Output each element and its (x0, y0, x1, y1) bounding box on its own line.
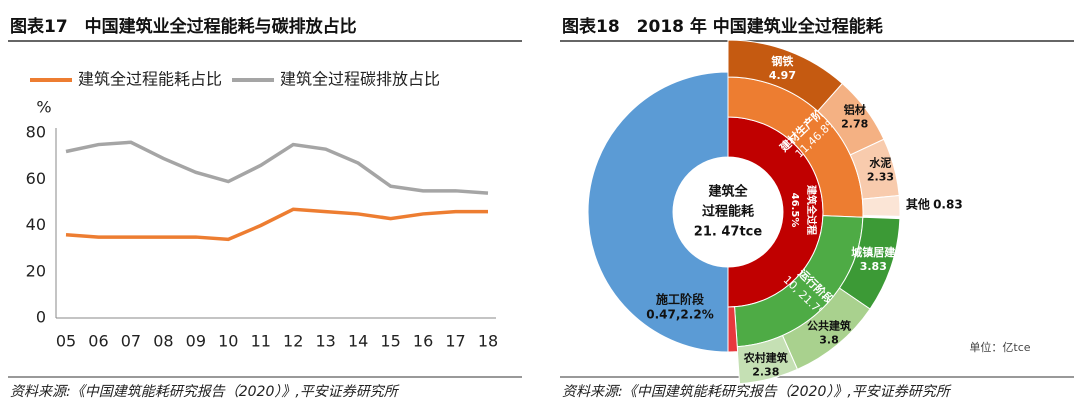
ring-label: 建筑全过程 (805, 184, 818, 235)
legend-label: 建筑全过程碳排放占比 (280, 70, 440, 89)
y-axis-label: % (36, 98, 51, 117)
item-value: 3.8 (819, 333, 839, 346)
x-tick-label: 06 (88, 332, 108, 351)
x-tick-label: 12 (283, 332, 303, 351)
x-tick-label: 10 (218, 332, 238, 351)
item-label: 其他 (906, 197, 930, 212)
x-tick-label: 05 (56, 332, 76, 351)
source: 资料来源:《中国建筑能耗研究报告（2020）》,平安证券研究所 (562, 384, 952, 400)
unit: 单位：亿tce (969, 340, 1030, 354)
center-label: 建筑全 (708, 184, 748, 200)
legend-label: 建筑全过程能耗占比 (78, 70, 222, 89)
item-value: 0.83 (933, 198, 963, 212)
x-tick-label: 17 (445, 332, 465, 351)
item-segment (861, 194, 901, 217)
x-tick-label: 09 (186, 332, 206, 351)
x-tick-label: 14 (348, 332, 368, 351)
y-tick-label: 40 (26, 215, 46, 234)
item-label: 水泥 (869, 155, 891, 169)
stage-segment (727, 306, 739, 353)
item-segment (736, 334, 799, 385)
x-tick-label: 08 (153, 332, 173, 351)
x-tick-label: 16 (413, 332, 433, 351)
item-value: 3.83 (860, 260, 887, 273)
center (673, 157, 783, 267)
item-value: 2.78 (841, 118, 868, 131)
stage-label: 施工阶段 (656, 292, 705, 307)
y-tick-label: 60 (26, 169, 46, 188)
item-label: 农村建筑 (743, 350, 788, 364)
series-line (65, 140, 489, 195)
x-tick-label: 15 (380, 332, 400, 351)
x-tick-label: 13 (316, 332, 336, 351)
y-tick-label: 20 (26, 261, 46, 280)
item-label: 铝材 (844, 103, 866, 117)
item-label: 城镇居建 (851, 245, 896, 259)
item-label: 公共建筑 (807, 318, 851, 332)
center-label: 21. 47tce (694, 225, 763, 240)
item-value: 2.38 (752, 365, 779, 378)
x-tick-label: 11 (251, 332, 271, 351)
source: 资料来源:《中国建筑能耗研究报告（2020）》,平安证券研究所 (10, 384, 400, 400)
item-label: 钢铁 (771, 54, 793, 68)
chart-title: 图表18 2018 年 中国建筑业全过程能耗 (562, 16, 883, 37)
item-value: 4.97 (769, 69, 796, 82)
center-label: 过程能耗 (702, 204, 754, 220)
y-tick-label: 80 (26, 123, 46, 142)
chart-title: 图表17 中国建筑业全过程能耗与碳排放占比 (10, 16, 357, 37)
series-line (65, 207, 488, 242)
ring-label: 46.5% (789, 193, 800, 228)
x-tick-label: 07 (121, 332, 141, 351)
x-tick-label: 18 (478, 332, 498, 351)
item-value: 2.33 (867, 170, 894, 183)
stage-value: 0.47,2.2% (646, 308, 713, 322)
y-tick-label: 0 (36, 308, 46, 327)
